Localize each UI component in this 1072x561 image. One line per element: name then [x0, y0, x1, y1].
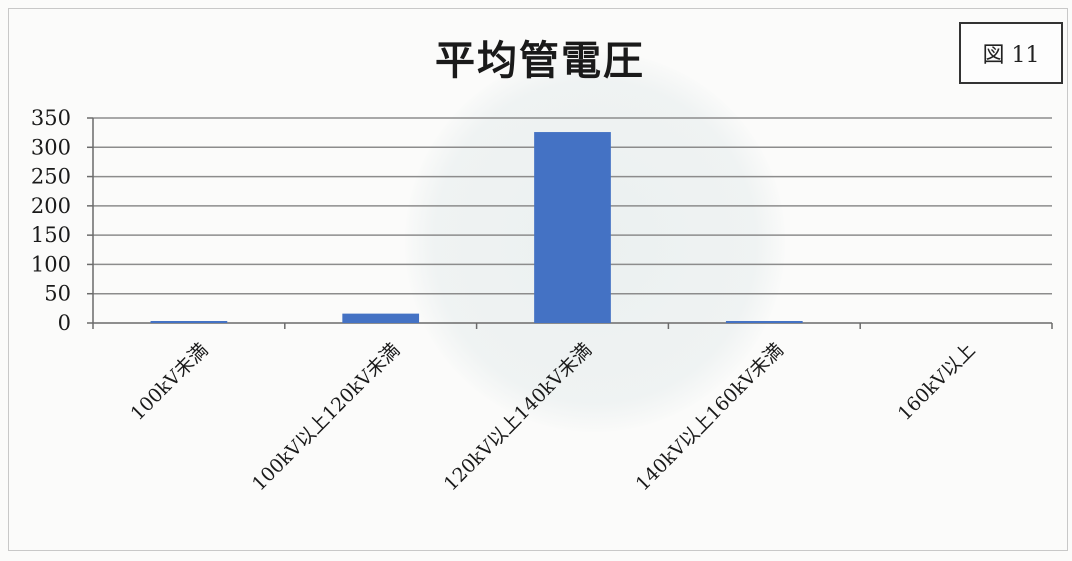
y-tick-labels: 0 50 100 150 200 250 300 350	[31, 106, 71, 335]
y-tick-label: 100	[31, 252, 71, 276]
chart-title: 平均管電圧	[435, 38, 645, 84]
y-tick-label: 0	[58, 311, 71, 335]
y-tick-label: 50	[44, 282, 71, 306]
bar	[150, 321, 228, 323]
bar	[342, 313, 420, 323]
y-tick-label: 200	[31, 194, 71, 218]
x-category-label: 100kV未満	[127, 339, 213, 425]
x-category-label: 160kV以上	[894, 339, 980, 425]
y-tick-label: 250	[31, 165, 71, 189]
x-category-label: 140kV以上160kV未満	[632, 339, 788, 495]
bars	[150, 132, 803, 323]
x-category-label: 100kV以上120kV未満	[248, 339, 404, 495]
bar	[534, 132, 611, 323]
x-category-label: 120kV以上140kV未満	[440, 339, 596, 495]
figure-number-box: 図 11	[959, 22, 1063, 84]
bar	[725, 321, 803, 323]
y-tick-label: 300	[31, 135, 71, 159]
x-category-labels: 100kV未満 100kV以上120kV未満 120kV以上140kV未満 140kV…	[127, 339, 980, 495]
chart-frame	[8, 8, 1068, 551]
y-tick-label: 150	[31, 223, 71, 247]
y-tick-label: 350	[31, 106, 71, 130]
